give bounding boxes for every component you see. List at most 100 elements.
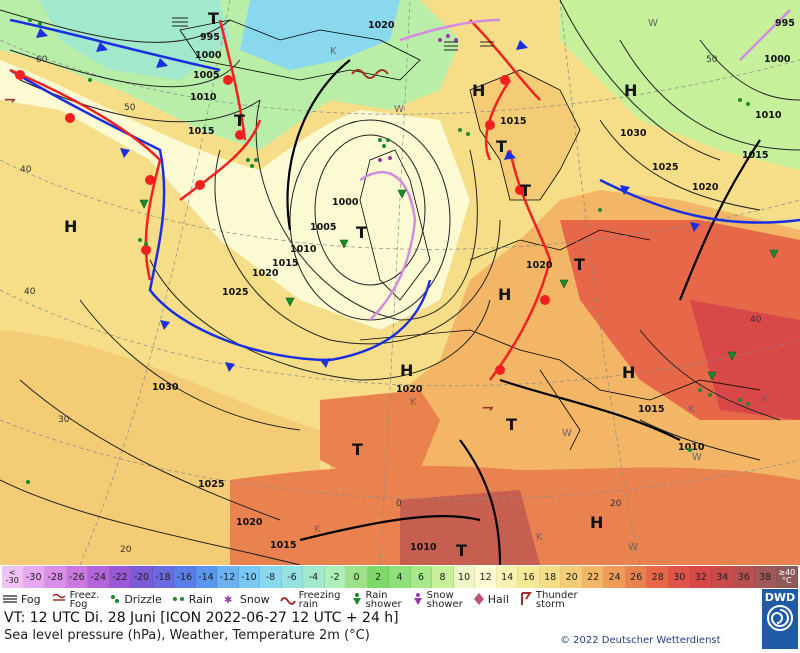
isobar-labels: 995 1000 1005 1010 1015 1020 1000 1005 1… — [152, 18, 795, 553]
fog-icon — [2, 593, 18, 608]
low-center: T — [520, 181, 531, 200]
isobar-label: 1010 — [290, 244, 317, 255]
low-center: T — [456, 541, 467, 560]
cold-front-east — [599, 178, 800, 224]
temp-scale-cell: 36 — [733, 566, 756, 588]
weather-legend-item: Fog — [2, 593, 41, 608]
weather-legend-label: Freezing rain — [298, 590, 341, 610]
temp-scale-cell: 38 — [755, 566, 777, 588]
occluded-front-uk — [359, 170, 417, 321]
snow-symbols — [378, 34, 458, 162]
warm-front-iceland — [218, 19, 247, 141]
coastline-arctic — [179, 19, 421, 81]
warm-marker: W — [692, 452, 702, 463]
temp-scale-cell: -20 — [131, 566, 153, 588]
cold-marker: K — [410, 397, 417, 408]
high-center: H — [622, 363, 635, 382]
warm-marker: W — [628, 542, 638, 553]
rain-shower-icon — [351, 592, 363, 609]
high-center: H — [624, 81, 637, 100]
weather-legend-label: Freez. Fog — [69, 590, 100, 610]
rain-symbols — [26, 18, 750, 484]
weather-legend-label: Snow shower — [426, 590, 463, 610]
temp-scale-cell: 14 — [496, 566, 519, 588]
temp-scale-cell: < -30 — [2, 566, 24, 588]
weather-legend-item: Freezing rain — [279, 590, 341, 610]
temp-scale-cell: 34 — [712, 566, 734, 588]
weather-legend-item: Rain shower — [351, 590, 402, 610]
isobar-label: 1005 — [310, 222, 336, 233]
coastline-central — [469, 229, 651, 261]
svg-text:✱: ✱ — [224, 595, 232, 605]
warm-front-symbols — [15, 70, 550, 375]
temp-scale-cell: ≥40 °C — [776, 566, 799, 588]
temp-scale-cell: -16 — [174, 566, 196, 588]
cold-marker: K — [330, 46, 337, 57]
british-isles — [359, 149, 431, 301]
lat-label: 40 — [20, 165, 32, 175]
temp-scale-cell: 6 — [410, 566, 433, 588]
isobar-label: 1010 — [678, 442, 705, 453]
weather-legend-label: Rain shower — [365, 590, 402, 610]
temp-scale-cell: 28 — [647, 566, 669, 588]
cold-front-symbols — [36, 28, 700, 372]
low-center: T — [356, 223, 367, 242]
temp-scale-cell: 18 — [539, 566, 562, 588]
lat-label: 40 — [750, 315, 762, 325]
isobar-label: 1010 — [755, 110, 782, 121]
temp-scale-cell: -28 — [45, 566, 67, 588]
dwd-swirl-icon — [767, 605, 793, 631]
thunderstorm-symbols: ⇁ ⇁ — [4, 92, 494, 416]
latitude-labels: 60 50 40 40 30 20 50 40 20 0 — [20, 55, 762, 555]
isobar-label: 1030 — [620, 128, 647, 139]
temp-scale-cell: 0 — [346, 566, 368, 588]
temp-scale-cell: 30 — [668, 566, 691, 588]
greenland-cold-region — [240, 0, 400, 70]
weather-legend: Fog Freez. Fog Drizzle Rain ✱ Snow Freezing ra… — [2, 589, 798, 611]
svg-text:⇁: ⇁ — [4, 92, 16, 108]
warm-marker: W — [648, 18, 658, 29]
isobar-label: 1025 — [652, 162, 678, 173]
hail-icon — [473, 592, 485, 609]
isobar-label: 1025 — [198, 479, 224, 490]
warm-marker: W — [394, 104, 404, 115]
lat-label: 20 — [610, 499, 622, 509]
temp-scale-cell: 4 — [389, 566, 411, 588]
warm-front-mid — [179, 119, 262, 202]
weather-legend-label: Snow — [239, 593, 270, 606]
isobar-label: 1020 — [526, 260, 553, 271]
warm-front-norway — [469, 19, 541, 101]
iberia-land — [320, 390, 440, 480]
freezing-rain-symbols — [351, 69, 389, 79]
shower-symbols — [139, 189, 779, 381]
isobar-label: 995 — [200, 32, 220, 43]
copyright: © 2022 Deutscher Wetterdienst — [560, 635, 721, 646]
lat-label: 50 — [706, 55, 718, 65]
high-center: H — [64, 217, 77, 236]
isobar-label: 995 — [775, 18, 795, 29]
freezing-rain-icon — [279, 593, 296, 608]
lat-label: 50 — [124, 103, 136, 113]
freezing-fog-icon — [51, 593, 67, 608]
isobar-label: 1015 — [272, 258, 298, 269]
temperature-scale: < -30 -30 -28 -26 -24 -22 -20 -18 -16 -14 -12 -10 -8… — [2, 566, 799, 588]
cold-marker: K — [762, 394, 769, 405]
canada-cold-region — [40, 0, 230, 80]
cold-front-atlantic — [9, 68, 432, 362]
northeast-region — [560, 0, 800, 170]
occluded-front-north — [399, 18, 501, 42]
temp-scale-cell: -30 — [23, 566, 46, 588]
isobar-label: 1015 — [638, 404, 664, 415]
map-description: Sea level pressure (hPa), Weather, Tempe… — [4, 628, 370, 643]
weather-legend-label: Thunder storm — [535, 590, 578, 610]
sahara-hot-region — [400, 490, 540, 565]
trough-lines — [286, 59, 761, 565]
isobar-label: 1020 — [252, 268, 279, 279]
cold-marker: K — [536, 532, 543, 543]
cold-marker: K — [314, 524, 321, 535]
cold-marker: K — [688, 404, 695, 415]
weather-legend-label: Rain — [188, 593, 213, 606]
high-center: H — [590, 513, 603, 532]
isobar-label: 1025 — [222, 287, 248, 298]
temp-scale-cell: -8 — [260, 566, 282, 588]
